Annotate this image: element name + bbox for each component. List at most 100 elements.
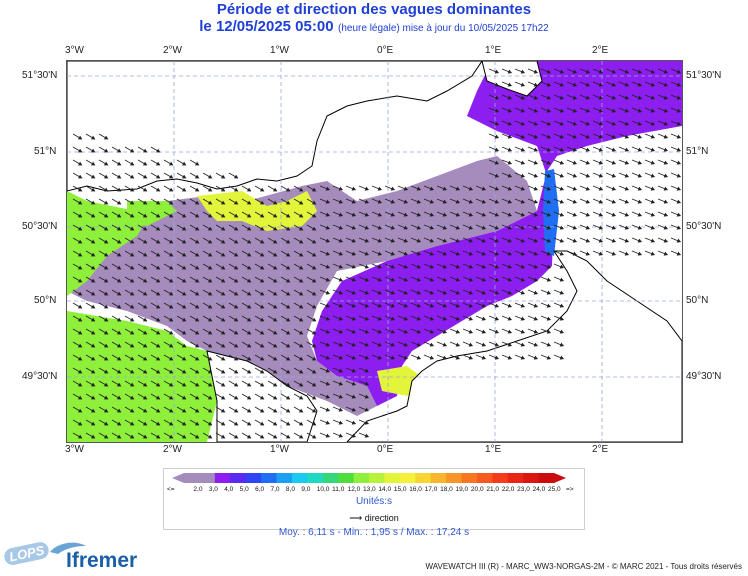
direction-arrow [189,172,200,179]
direction-arrow [176,432,187,439]
direction-arrow [85,393,96,400]
direction-arrow [319,406,331,412]
direction-arrow [72,198,83,205]
direction-arrow [670,250,682,256]
direction-arrow [514,81,526,87]
direction-arrow [202,289,213,296]
direction-arrow [553,68,565,74]
wave-period-map[interactable] [66,60,683,443]
direction-arrow [280,367,291,374]
direction-arrow [514,237,526,243]
direction-arrow [293,224,304,231]
direction-arrow [501,133,513,139]
direction-arrow [618,224,630,230]
direction-arrow [501,185,513,191]
colorbar-tick-label: 2,0 [193,486,203,493]
direction-arrow [111,146,122,153]
direction-arrow [540,94,552,100]
direction-arrow [228,328,239,335]
colorbar-tick-label: 10,0 [316,486,330,493]
direction-arrow [215,185,226,192]
direction-arrow [462,250,474,256]
direction-arrow [85,133,96,140]
direction-arrow [397,276,409,282]
direction-arrow [527,237,539,243]
direction-arrow [111,432,122,439]
direction-arrow [228,419,239,426]
direction-arrow [228,263,239,270]
direction-arrow [423,237,435,243]
direction-arrow [345,263,357,269]
direction-arrow [72,276,83,283]
direction-arrow [592,68,604,74]
direction-arrow [267,276,278,283]
direction-arrow [267,406,278,413]
direction-arrow [267,263,278,270]
direction-arrow [410,354,422,360]
direction-arrow [85,419,96,426]
direction-arrow [163,406,174,413]
direction-arrow [514,146,526,152]
direction-arrow [267,302,278,309]
direction-arrow [163,302,174,309]
direction-arrow [397,315,409,321]
direction-arrow [566,198,578,204]
colorbar-tick-label: => [566,486,574,493]
direction-arrow [176,172,187,179]
direction-arrow [189,250,200,257]
direction-arrow [98,276,109,283]
direction-arrow [228,211,239,218]
direction-arrow [644,172,656,178]
direction-arrow [618,211,630,217]
direction-arrow [423,276,435,282]
direction-arrow [592,133,604,139]
direction-arrow [215,354,226,361]
colorbar-segment [446,473,462,483]
direction-arrow [111,367,122,374]
direction-arrow [579,250,591,256]
direction-arrow [670,146,682,152]
direction-arrow [189,224,200,231]
direction-arrow [462,289,474,295]
direction-arrow [72,237,83,244]
lat-label-left: 51°N [34,146,57,157]
direction-arrow [254,367,265,374]
direction-arrow [605,133,617,139]
direction-arrow [176,237,187,244]
direction-arrow [670,185,682,191]
direction-arrow [579,237,591,243]
direction-arrow [72,341,83,348]
direction-arrow [332,380,344,386]
direction-arrow [488,328,500,334]
direction-arrow [150,315,161,322]
direction-arrow [501,81,513,87]
direction-arrow [670,120,682,126]
direction-arrow [137,224,148,231]
direction-arrow [514,185,526,191]
direction-arrow [306,354,317,361]
direction-arrow [189,263,200,270]
direction-arrow [397,185,409,191]
direction-arrow [137,159,148,166]
colorbar-segment [461,473,478,483]
direction-arrow [241,380,252,387]
colorbar-tick-label: 19,0 [455,486,469,493]
direction-arrow [202,406,213,413]
direction-arrow [332,393,344,399]
direction-arrow [163,250,174,257]
direction-arrow [332,289,344,295]
direction-arrow [631,185,643,191]
direction-arrow [605,211,617,217]
direction-arrow [501,198,513,204]
direction-arrow [293,276,304,283]
direction-arrow [371,354,383,360]
direction-arrow [657,68,669,74]
direction-arrow [436,224,448,230]
direction-arrow [371,250,383,256]
direction-arrow [137,237,148,244]
direction-arrow [319,250,331,256]
direction-arrow [553,289,565,295]
direction-arrow [449,328,461,334]
direction-arrow [631,120,643,126]
direction-arrow [137,380,148,387]
